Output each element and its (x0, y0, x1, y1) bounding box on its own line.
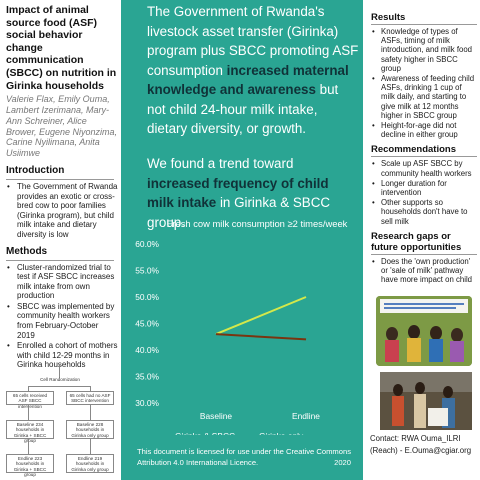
flow-arm-intervention: 65 cells received ASF SBCC intervention (6, 391, 54, 409)
intro-list: The Government of Rwanda provides an exo… (6, 182, 118, 240)
flow-endline-intervention: Endline 223 households in Girinka + SBCC… (6, 454, 54, 477)
flow-connector (28, 439, 29, 454)
results-heading: Results (371, 12, 406, 23)
flow-baseline-intervention: Baseline 234 households in Girinka + SBC… (6, 420, 54, 443)
study-flow-diagram: Cell Randomization 65 cells received ASF… (6, 356, 114, 480)
research-gaps-list: Does the 'own production' or 'sale of mi… (371, 257, 476, 285)
y-tick-label: 35.0% (135, 372, 159, 382)
license-year: 2020 (334, 457, 351, 467)
finding-paragraph-1: The Government of Rwanda's livestock ass… (147, 2, 359, 139)
results-list: Knowledge of types of ASFs, timing of mi… (371, 27, 476, 139)
flow-randomization: Cell Randomization (40, 377, 80, 382)
key-findings-panel: The Government of Rwanda's livestock ass… (121, 0, 363, 480)
right-column: Results Knowledge of types of ASFs, timi… (367, 0, 480, 480)
legend-label: Girinka only (259, 431, 304, 435)
research-gaps-divider (371, 253, 477, 255)
methods-heading: Methods (6, 245, 48, 257)
flow-connector (90, 439, 91, 454)
finding-2-highlight: increased frequency of child milk intake (147, 175, 329, 211)
flow-endline-control: Endline 219 households in Girinka only g… (66, 454, 114, 473)
recommendations-list: Scale up ASF SBCC by community health wo… (371, 159, 476, 225)
y-tick-label: 30.0% (135, 398, 159, 408)
finding-1-text-c: but not child 24-hour milk intake, dieta… (147, 82, 339, 136)
x-tick-label: Baseline (200, 411, 232, 421)
y-tick-label: 40.0% (135, 345, 159, 355)
list-item: Cluster-randomized trial to test if ASF … (6, 263, 118, 301)
y-tick-label: 45.0% (135, 319, 159, 329)
y-tick-label: 60.0% (135, 239, 159, 249)
flow-connector (90, 405, 91, 420)
research-gaps-heading: Research gaps or future opportunities (371, 230, 462, 253)
recommendations-heading: Recommendations (371, 144, 456, 156)
list-item: Does the 'own production' or 'sale of mi… (371, 257, 476, 285)
left-column: Impact of animal source food (ASF) socia… (0, 0, 118, 480)
finding-paragraph-2: We found a trend toward increased freque… (147, 154, 359, 232)
methods-list: Cluster-randomized trial to test if ASF … (6, 263, 118, 371)
series-line (215, 296, 307, 336)
list-item: SBCC was implemented by community health… (6, 302, 118, 340)
y-tick-label: 55.0% (135, 266, 159, 276)
intro-heading: Introduction (6, 164, 65, 176)
list-item: Longer duration for intervention (371, 179, 476, 197)
author-list: Valerie Flax, Emily Ouma, Lambert Izerim… (6, 94, 118, 159)
flow-connector (90, 386, 91, 391)
results-divider (371, 24, 477, 25)
license-text: This document is licensed for use under … (137, 447, 351, 467)
flow-connector (28, 405, 29, 420)
list-item: Scale up ASF SBCC by community health wo… (371, 159, 476, 177)
flow-baseline-control: Baseline 228 households in Girinka only … (66, 420, 114, 439)
family-cow-photo (380, 372, 472, 430)
flow-connector (28, 386, 29, 391)
finding-2-text-c: in Girinka & SBCC group. (147, 195, 331, 230)
list-item: Knowledge of types of ASFs, timing of mi… (371, 27, 476, 73)
recommendations-divider (371, 156, 477, 158)
contact-info: Contact: RWA Ouma_ILRI (Reach) - E.Ouma@… (370, 434, 472, 455)
methods-divider (6, 259, 114, 261)
milk-consumption-line-chart: 30.0% 35.0% 40.0% 45.0% 50.0% 55.0% 60.0% Basel… (135, 239, 320, 435)
legend-label: Girinka & SBCC (175, 431, 235, 435)
y-tick-label: 50.0% (135, 292, 159, 302)
finding-1-highlight: increased maternal knowledge and awarene… (147, 62, 349, 98)
series-line (215, 333, 307, 341)
poster-title: Impact of animal source food (ASF) socia… (6, 4, 117, 92)
intro-divider (6, 178, 114, 180)
x-tick-label: Endline (292, 411, 320, 421)
flow-arm-control: 65 cells had no ASF SBCC intervention (66, 391, 114, 405)
chart-title: Fresh cow milk consumption ≥2 times/week (166, 218, 348, 229)
list-item: Awareness of feeding child ASFs, drinkin… (371, 74, 476, 120)
list-item: Other supports so households don't have … (371, 198, 476, 226)
list-item: Height-for-age did not decline in either… (371, 121, 476, 139)
finding-2-text-a: We found a trend toward (147, 156, 294, 171)
license-notice: This document is licensed for use under … (137, 447, 359, 468)
community-meeting-photo (376, 296, 472, 366)
finding-1-text-a: The Government of Rwanda's livestock ass… (147, 4, 359, 78)
list-item: The Government of Rwanda provides an exo… (6, 182, 118, 240)
flow-connector (59, 364, 60, 378)
flow-connector (28, 386, 90, 387)
list-item: Enrolled a cohort of mothers with child … (6, 341, 118, 370)
